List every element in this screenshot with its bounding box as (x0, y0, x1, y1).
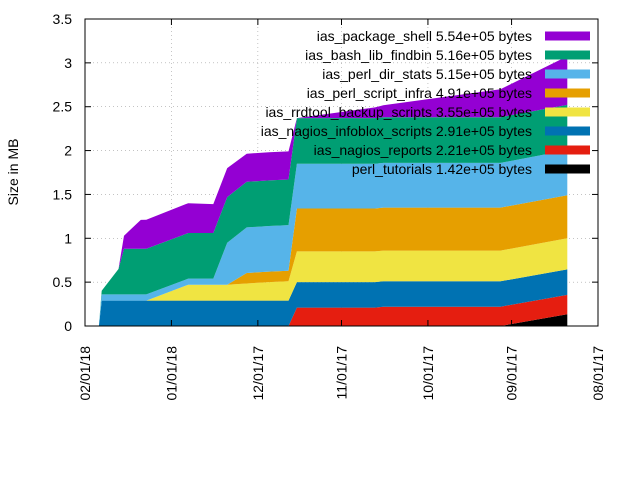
legend-swatch (545, 107, 590, 117)
x-tick-label: 01/01/18 (163, 346, 179, 401)
legend-swatch (545, 50, 590, 60)
y-axis-label: Size in MB (5, 139, 21, 206)
legend-swatch (545, 164, 590, 174)
y-tick-label: 2.5 (53, 99, 73, 115)
area-series-1 (98, 294, 568, 326)
area-series-4 (98, 195, 568, 326)
legend-swatch (545, 126, 590, 136)
x-tick-label: 08/01/17 (590, 346, 606, 401)
area-series-5 (98, 150, 568, 326)
x-tick-label: 09/01/17 (504, 346, 520, 401)
y-tick-label: 1 (64, 230, 72, 246)
legend-swatch (545, 88, 590, 98)
area-series-2 (98, 269, 568, 326)
legend-label: ias_bash_lib_findbin 5.16e+05 bytes (305, 47, 532, 63)
area-series-6 (98, 104, 568, 327)
x-tick-label: 11/01/17 (334, 346, 350, 400)
area-series-3 (98, 238, 568, 326)
legend-label: perl_tutorials 1.42e+05 bytes (352, 161, 532, 177)
legend-swatch (545, 145, 590, 155)
y-tick-label: 0.5 (53, 274, 73, 290)
legend: ias_package_shell 5.54e+05 bytes ias_bash… (261, 28, 590, 177)
x-tick-label: 10/01/17 (420, 346, 436, 401)
legend-label: ias_rrdtool_backup_scripts 3.55e+05 byte… (265, 104, 532, 120)
y-tick-label: 3 (64, 55, 72, 71)
legend-label: ias_nagios_infoblox_scripts 2.91e+05 byt… (261, 123, 532, 139)
x-tick-label: 02/01/18 (77, 346, 93, 401)
legend-swatch (545, 69, 590, 79)
axes: 0 0.5 1 1.5 2 2.5 3 3.5 02/01/18 01/01/18 12/01/17… (53, 11, 606, 401)
legend-swatch (545, 31, 590, 41)
y-tick-label: 0 (64, 318, 72, 334)
y-tick-label: 3.5 (53, 11, 73, 27)
legend-label: ias_package_shell 5.54e+05 bytes (317, 28, 532, 44)
y-tick-label: 2 (64, 143, 72, 159)
plot-area (98, 56, 568, 327)
area-series-0 (98, 314, 568, 326)
legend-label: ias_nagios_reports 2.21e+05 bytes (314, 142, 532, 158)
legend-label: ias_perl_dir_stats 5.15e+05 bytes (322, 66, 532, 82)
area-series-7 (98, 56, 568, 327)
legend-label: ias_perl_script_infra 4.91e+05 bytes (307, 85, 532, 101)
x-tick-label: 12/01/17 (250, 346, 266, 401)
y-tick-label: 1.5 (53, 186, 73, 202)
